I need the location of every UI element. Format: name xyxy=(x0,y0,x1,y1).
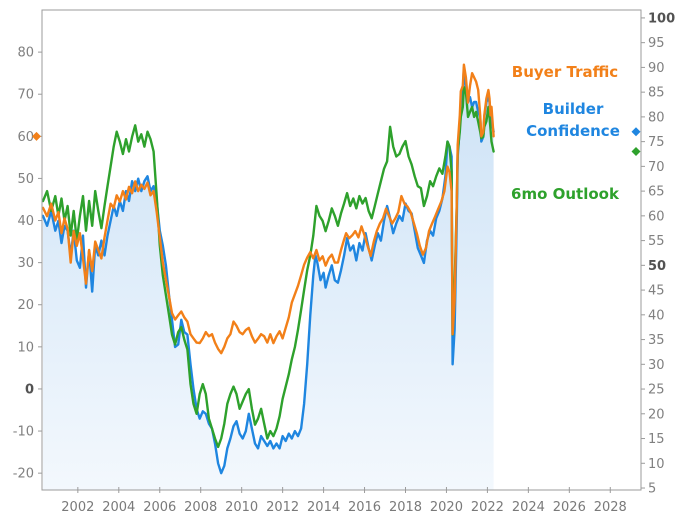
legend-buyer-traffic: Buyer Traffic xyxy=(511,63,619,81)
right-axis-tick-label: 55 xyxy=(648,234,665,249)
left-axis-tick-label: 20 xyxy=(17,298,34,313)
x-axis-tick-label: 2008 xyxy=(184,500,217,515)
x-axis-tick-label: 2006 xyxy=(143,500,176,515)
x-axis-tick-label: 2024 xyxy=(512,500,545,515)
plot-border-group xyxy=(41,9,642,491)
left-axis-tick-label: 80 xyxy=(17,46,34,61)
x-axis-tick-label: 2018 xyxy=(389,500,422,515)
x-axis-tick-label: 2014 xyxy=(307,500,340,515)
right-axis-tick-label: 10 xyxy=(648,457,665,472)
x-axis-tick-label: 2010 xyxy=(225,500,258,515)
right-axis-tick-label: 65 xyxy=(648,185,665,200)
left-axis-tick-label: 70 xyxy=(17,88,34,103)
left-axis-tick-label: 50 xyxy=(17,172,34,187)
right-axis-tick-label: 45 xyxy=(648,284,665,299)
right-axis-tick-label: 100 xyxy=(648,11,675,26)
right-axis-tick-label: 30 xyxy=(648,358,665,373)
plot-border xyxy=(41,9,642,491)
buyer-traffic-current-marker xyxy=(32,131,41,141)
right-axis-tick-label: 85 xyxy=(648,86,665,101)
x-axis-tick-label: 2020 xyxy=(430,500,463,515)
left-axis-tick-label: -20 xyxy=(13,467,34,482)
six-mo-outlook-line xyxy=(41,85,495,449)
builder-confidence-area xyxy=(43,67,494,491)
left-axis-tick-label: 0 xyxy=(25,382,34,397)
legend-6mo-outlook: 6mo Outlook xyxy=(511,185,619,203)
right-axis-tick-label: 5 xyxy=(648,482,656,497)
right-axis-tick-label: 25 xyxy=(648,383,665,398)
x-axis-tick-label: 2028 xyxy=(594,500,627,515)
x-axis-tick-label: 2004 xyxy=(102,500,135,515)
builder-confidence-current-marker xyxy=(631,127,641,137)
axis-labels-group: 80706050403020100-10-2010095908580757065… xyxy=(13,11,675,515)
right-axis-tick-label: 20 xyxy=(648,407,665,422)
legend-builder-confidence: Builder Confidence xyxy=(526,100,620,140)
outlook-current-marker xyxy=(631,147,641,157)
axis-ticks-group xyxy=(38,17,645,493)
right-axis-tick-label: 80 xyxy=(648,110,665,125)
right-axis-tick-label: 75 xyxy=(648,135,665,150)
x-axis-tick-label: 2026 xyxy=(553,500,586,515)
x-axis-tick-label: 2002 xyxy=(61,500,94,515)
x-axis-tick-label: 2022 xyxy=(471,500,504,515)
right-axis-tick-label: 50 xyxy=(648,259,666,274)
right-axis-tick-label: 40 xyxy=(648,308,665,323)
left-axis-tick-label: 40 xyxy=(17,214,34,229)
series-lines-group xyxy=(41,63,495,475)
x-axis-tick-label: 2016 xyxy=(348,500,381,515)
right-axis-tick-label: 90 xyxy=(648,61,665,76)
right-axis-tick-label: 60 xyxy=(648,209,665,224)
right-axis-tick-label: 35 xyxy=(648,333,665,348)
current-value-markers-group xyxy=(32,127,641,157)
left-axis-tick-label: 60 xyxy=(17,130,34,145)
right-axis-tick-label: 15 xyxy=(648,432,665,447)
x-axis-tick-label: 2012 xyxy=(266,500,299,515)
right-axis-tick-label: 95 xyxy=(648,36,665,51)
area-fill-group xyxy=(43,67,494,491)
left-axis-tick-label: 10 xyxy=(17,340,34,355)
left-axis-tick-label: -10 xyxy=(13,425,34,440)
right-axis-tick-label: 70 xyxy=(648,160,665,175)
buyer-traffic-line xyxy=(41,63,495,355)
left-axis-tick-label: 30 xyxy=(17,256,34,271)
